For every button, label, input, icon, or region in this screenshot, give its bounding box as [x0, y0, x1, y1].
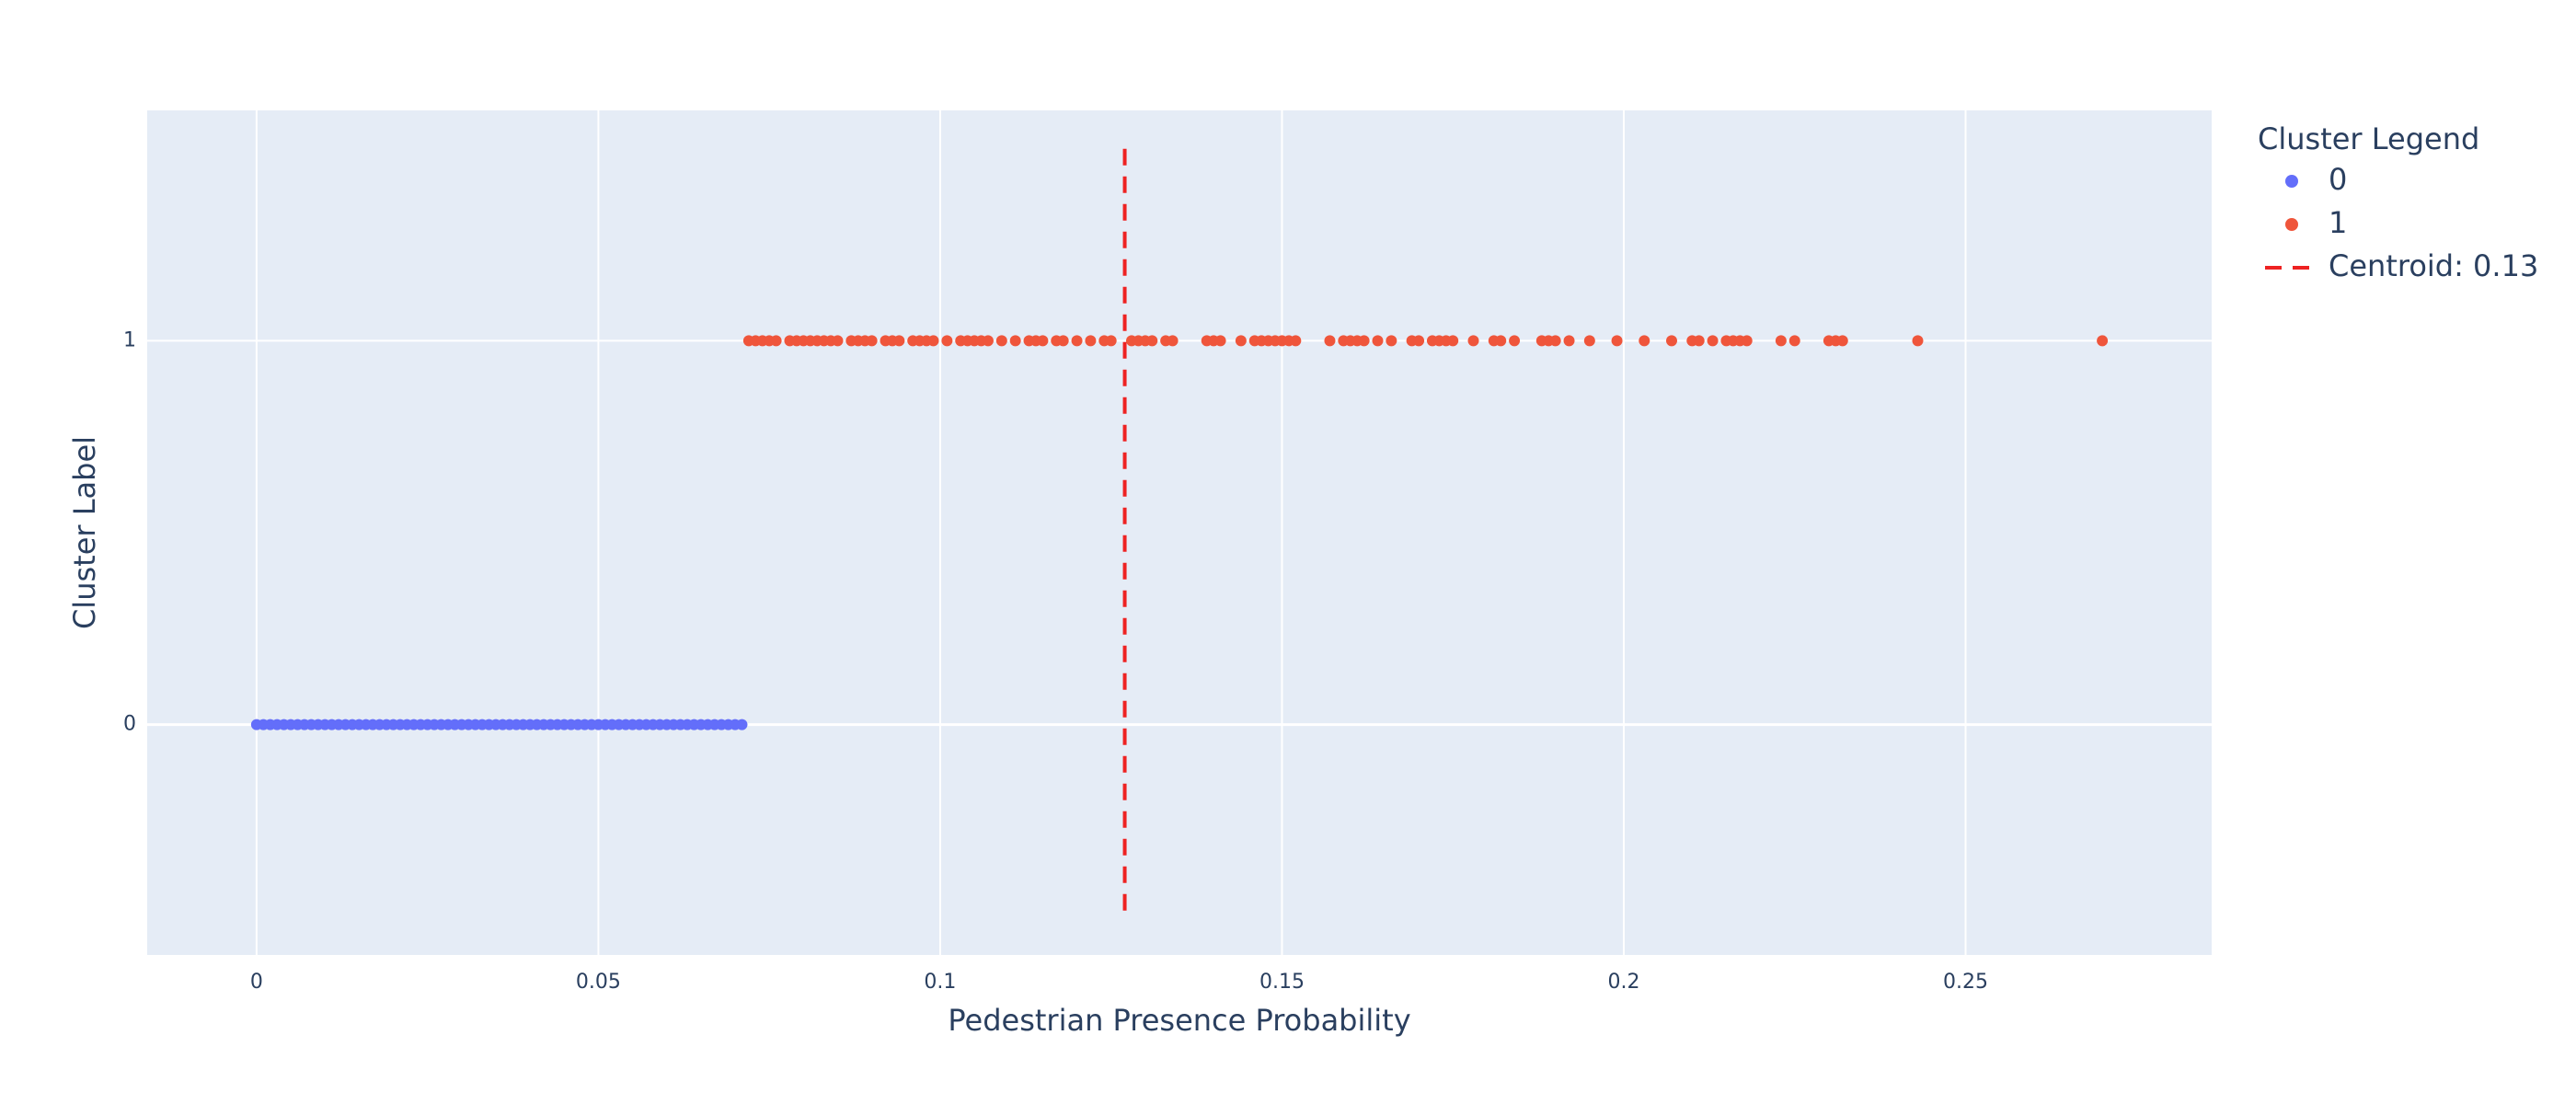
data-point-cluster-1	[1836, 335, 1848, 347]
x-tick-label: 0.1	[924, 971, 956, 994]
data-point-cluster-1	[1057, 335, 1069, 347]
x-tick-label: 0.2	[1607, 971, 1639, 994]
data-point-cluster-1	[1372, 335, 1384, 347]
data-point-cluster-1	[1693, 335, 1705, 347]
data-point-cluster-1	[995, 335, 1007, 347]
data-point-cluster-1	[982, 335, 994, 347]
data-point-cluster-1	[1639, 335, 1650, 347]
data-point-cluster-1	[1583, 335, 1595, 347]
data-point-cluster-1	[2097, 335, 2109, 347]
data-point-cluster-1	[1071, 335, 1083, 347]
legend-items: 0 1 Centroid: 0.13	[2265, 162, 2538, 283]
data-point-cluster-0	[736, 719, 748, 730]
data-point-cluster-1	[866, 335, 878, 347]
y-tick-label: 1	[123, 328, 136, 351]
data-point-cluster-1	[1509, 335, 1521, 347]
data-point-cluster-1	[1009, 335, 1021, 347]
data-point-cluster-1	[1386, 335, 1397, 347]
data-point-cluster-1	[1665, 335, 1677, 347]
data-point-cluster-1	[1235, 335, 1247, 347]
data-point-cluster-1	[1549, 335, 1561, 347]
y-tick-label: 0	[123, 713, 136, 736]
legend-marker-cluster-1	[2285, 218, 2298, 231]
x-tick-label: 0.05	[576, 971, 621, 994]
legend-marker-cluster-0	[2285, 175, 2298, 188]
data-point-cluster-1	[1146, 335, 1158, 347]
y-axis-title: Cluster Label	[67, 436, 102, 629]
legend: Cluster Legend 0 1 Centroid: 0.13	[2258, 121, 2538, 283]
data-point-cluster-1	[1563, 335, 1575, 347]
legend-label-centroid: Centroid: 0.13	[2329, 248, 2538, 283]
data-point-cluster-1	[1495, 335, 1507, 347]
data-point-cluster-1	[893, 335, 905, 347]
data-point-cluster-1	[1037, 335, 1049, 347]
data-point-cluster-1	[1788, 335, 1800, 347]
data-point-cluster-1	[1611, 335, 1623, 347]
data-point-cluster-1	[1085, 335, 1097, 347]
data-point-cluster-1	[1912, 335, 1924, 347]
x-axis-ticks: 0 0.05 0.1 0.15 0.2 0.25	[250, 971, 1988, 994]
x-tick-label: 0.15	[1259, 971, 1305, 994]
data-point-cluster-1	[941, 335, 953, 347]
data-points	[250, 335, 2109, 730]
data-point-cluster-1	[927, 335, 939, 347]
data-point-cluster-1	[1358, 335, 1370, 347]
x-tick-label: 0.25	[1943, 971, 1988, 994]
data-point-cluster-1	[1741, 335, 1753, 347]
plot-area-background	[147, 110, 2212, 955]
data-point-cluster-1	[1290, 335, 1302, 347]
x-tick-label: 0	[250, 971, 263, 994]
x-axis-title: Pedestrian Presence Probability	[948, 1003, 1410, 1038]
data-point-cluster-1	[1413, 335, 1425, 347]
legend-label-cluster-0: 0	[2329, 162, 2347, 197]
data-point-cluster-1	[1447, 335, 1459, 347]
data-point-cluster-1	[770, 335, 782, 347]
legend-title: Cluster Legend	[2258, 121, 2479, 156]
data-point-cluster-1	[1775, 335, 1787, 347]
data-point-cluster-1	[832, 335, 844, 347]
data-point-cluster-1	[1105, 335, 1117, 347]
legend-label-cluster-1: 1	[2329, 205, 2347, 240]
data-point-cluster-1	[1214, 335, 1226, 347]
data-point-cluster-1	[1324, 335, 1336, 347]
data-point-cluster-1	[1467, 335, 1479, 347]
data-point-cluster-1	[1707, 335, 1719, 347]
data-point-cluster-1	[1167, 335, 1179, 347]
y-axis-ticks: 01	[123, 328, 136, 735]
